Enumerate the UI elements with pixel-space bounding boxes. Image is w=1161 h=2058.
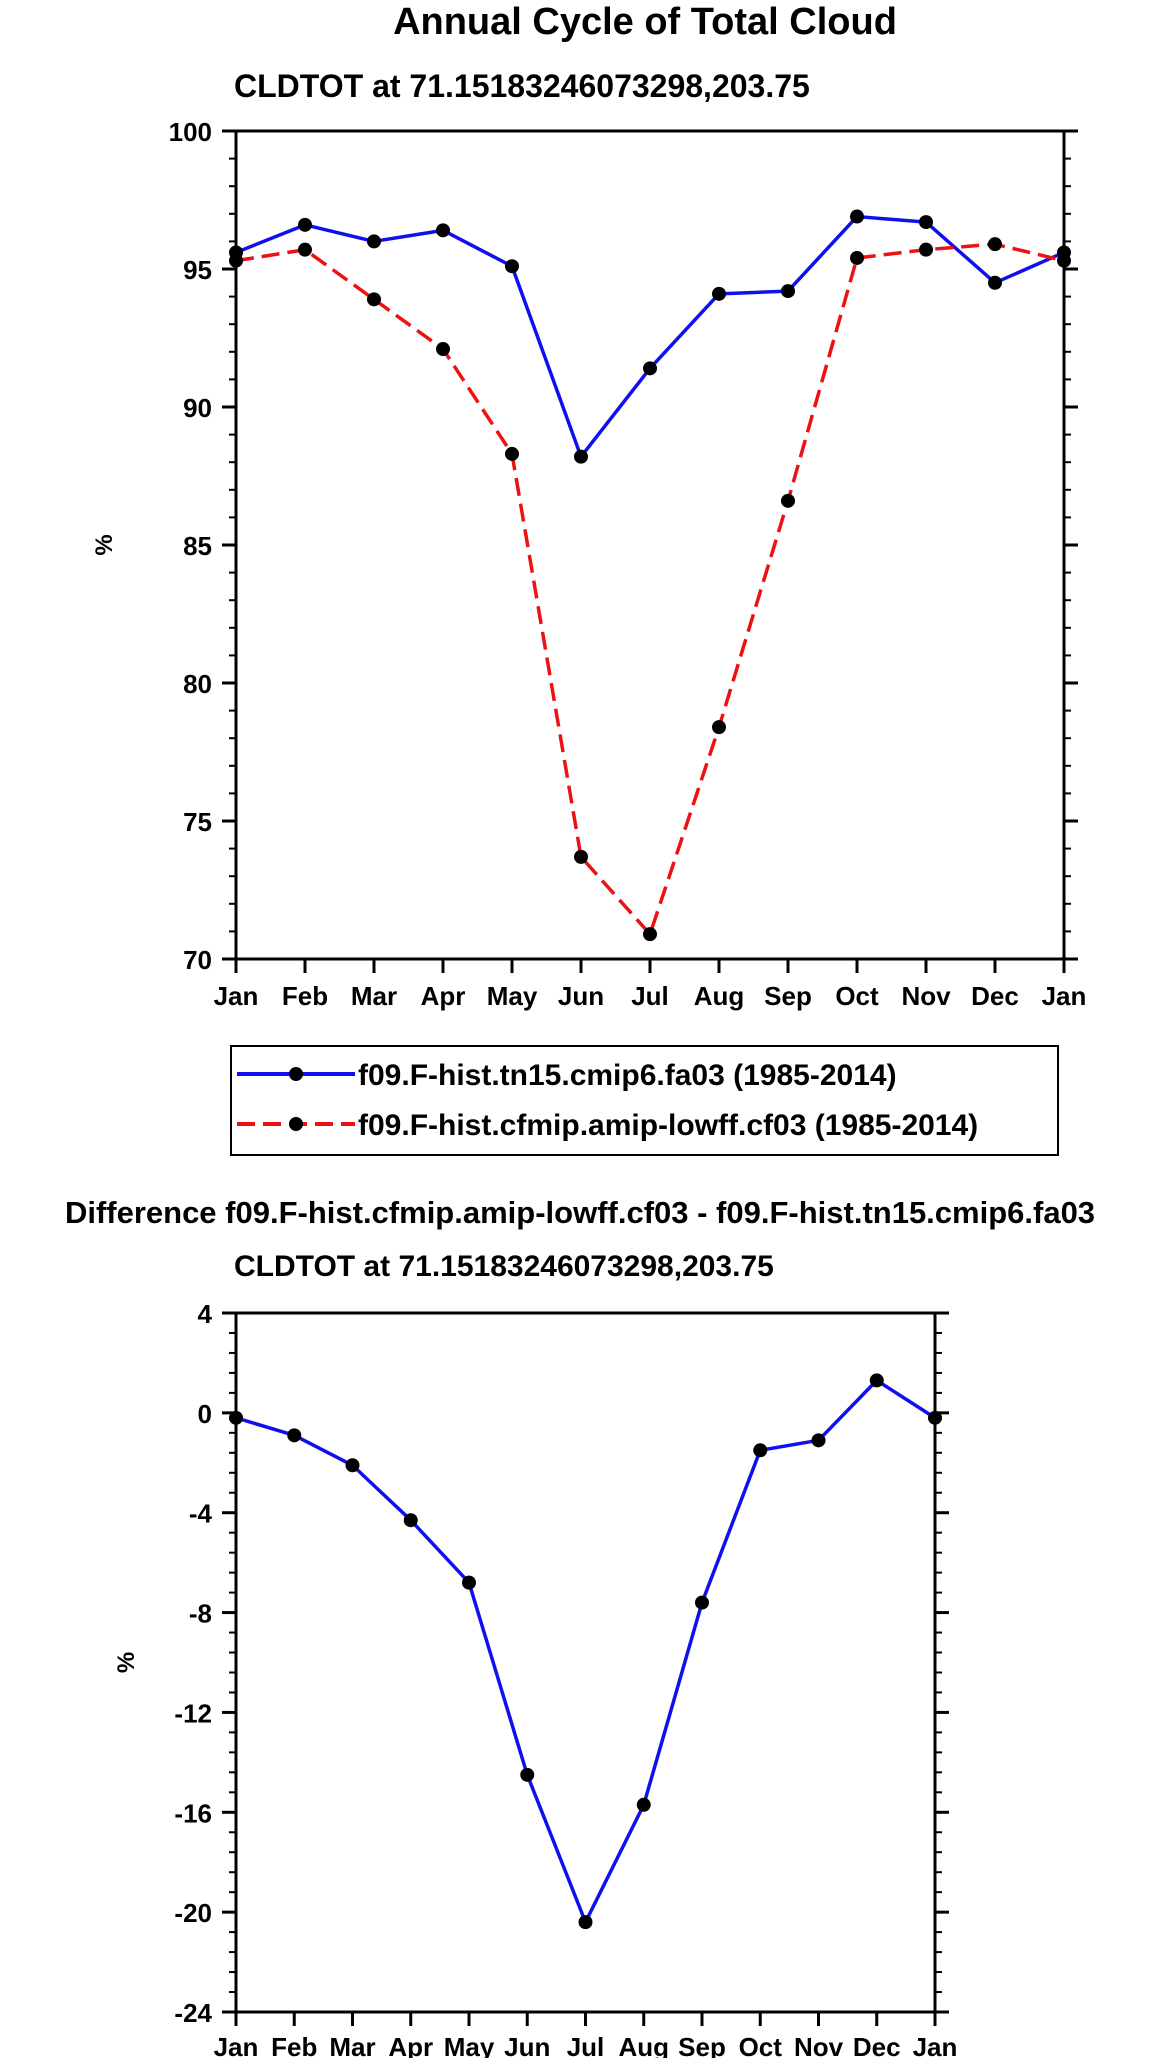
x-tick-label: Jan — [214, 981, 259, 1011]
x-tick-label: May — [487, 981, 538, 1011]
y-tick-label: 0 — [198, 1399, 212, 1429]
series-2-point — [436, 342, 450, 357]
x-tick-label: Apr — [388, 2032, 433, 2058]
series-1-line — [235, 214, 1065, 459]
x-tick-label: Nov — [901, 981, 951, 1011]
x-tick-label: Oct — [739, 2032, 783, 2058]
series-2-point — [643, 927, 657, 942]
x-tick-label: Dec — [853, 2032, 901, 2058]
series-1-point — [287, 1428, 302, 1443]
x-tick-label: Dec — [971, 981, 1019, 1011]
series-2-point — [574, 849, 588, 864]
x-tick-label: Jan — [214, 2032, 259, 2058]
series-2-point — [850, 250, 864, 265]
series-2-point — [919, 242, 933, 257]
series-1-point — [695, 1595, 709, 1610]
y-tick-label: 75 — [183, 807, 212, 837]
x-tick-label: Jun — [558, 981, 604, 1011]
y-axis-label: % — [113, 1652, 140, 1673]
y-tick-label: -16 — [174, 1798, 212, 1828]
x-tick-label: Aug — [618, 2032, 669, 2058]
series-1-point — [505, 259, 519, 274]
x-tick-label: May — [444, 2032, 495, 2058]
y-tick-label: 70 — [183, 945, 212, 975]
x-tick-label: Oct — [835, 981, 879, 1011]
y-tick-label: 100 — [169, 117, 212, 147]
y-tick-label: 80 — [183, 669, 212, 699]
legend-label-series-1: f09.F-hist.tn15.cmip6.fa03 (1985-2014) — [358, 1059, 897, 1092]
legend-label-series-2: f09.F-hist.cfmip.amip-lowff.cf03 (1985-2… — [358, 1109, 978, 1142]
series-1-point — [345, 1458, 360, 1473]
x-tick-label: Mar — [329, 2032, 375, 2058]
series-1-line — [235, 1378, 936, 1924]
series-1-point — [403, 1513, 418, 1528]
chart1-title: Annual Cycle of Total Cloud — [393, 1, 897, 43]
x-tick-label: Jul — [567, 2032, 605, 2058]
series-1-point — [574, 449, 588, 464]
series-2-point — [1057, 253, 1071, 268]
series-1-point — [578, 1915, 593, 1930]
x-tick-label: Sep — [764, 981, 812, 1011]
series-1-point — [850, 209, 864, 224]
x-tick-label: Sep — [678, 2032, 726, 2058]
series-1-point — [520, 1767, 535, 1782]
series-2-point — [229, 253, 243, 268]
y-tick-label: 90 — [183, 393, 212, 423]
legend-marker-series-2 — [289, 1117, 303, 1131]
series-1-point — [919, 215, 933, 230]
series-2-point — [367, 292, 381, 307]
chart2-subtitle: CLDTOT at 71.15183246073298,203.75 — [234, 1250, 774, 1283]
chart1-legend: f09.F-hist.tn15.cmip6.fa03 (1985-2014) f… — [230, 1045, 1059, 1156]
x-tick-label: Feb — [282, 981, 328, 1011]
series-1-point — [712, 286, 726, 301]
chart2-plot: -24 -20 -16 -12 -8 -4 0 4 Jan Feb Mar Apr May Jun Jul A… — [113, 1299, 957, 2058]
x-tick-label: Nov — [794, 2032, 844, 2058]
x-tick-label: Feb — [271, 2032, 317, 2058]
x-tick-label: Jul — [631, 981, 669, 1011]
series-1-point — [781, 284, 795, 299]
series-1-point — [436, 223, 450, 238]
series-2-point — [988, 237, 1002, 252]
series-1-point — [811, 1433, 826, 1448]
plot-frame — [234, 1311, 937, 2014]
x-tick-label: Aug — [694, 981, 745, 1011]
y-tick-label: 85 — [183, 531, 212, 561]
series-2-point — [298, 242, 312, 257]
chart1-plot: 70 75 80 85 90 95 100 Jan Feb Mar Apr May Jun Jul Aug S… — [91, 117, 1086, 1011]
chart2-title: Difference f09.F-hist.cfmip.amip-lowff.c… — [65, 1195, 1095, 1230]
series-2-point — [781, 493, 795, 508]
series-1-point — [636, 1797, 651, 1812]
y-tick-label: -24 — [174, 1998, 212, 2028]
series-1-point — [229, 1410, 243, 1425]
x-tick-label: Jan — [1042, 981, 1087, 1011]
x-tick-label: Apr — [421, 981, 466, 1011]
y-tick-label: -20 — [174, 1898, 212, 1928]
y-tick-label: 4 — [198, 1299, 213, 1329]
y-axis-label: % — [91, 534, 118, 555]
y-tick-label: -4 — [189, 1499, 213, 1529]
legend-frame — [230, 1045, 1059, 1156]
series-1-point — [928, 1410, 942, 1425]
plot-frame — [234, 129, 1066, 961]
x-tick-label: Jun — [504, 2032, 550, 2058]
series-1-point — [869, 1373, 884, 1388]
legend-marker-series-1 — [289, 1067, 303, 1081]
y-tick-label: 95 — [183, 255, 212, 285]
x-tick-label: Mar — [351, 981, 397, 1011]
y-tick-label: -8 — [189, 1599, 212, 1629]
series-1-point — [298, 217, 312, 232]
series-2-point — [712, 720, 726, 735]
series-2-point — [505, 446, 519, 461]
series-1-point — [462, 1575, 476, 1590]
y-tick-label: -12 — [174, 1698, 212, 1728]
series-1-point — [988, 275, 1002, 290]
series-2-line — [235, 242, 1065, 936]
chart1-subtitle: CLDTOT at 71.15183246073298,203.75 — [234, 68, 810, 104]
series-1-point — [753, 1443, 768, 1458]
series-1-point — [643, 361, 657, 376]
x-tick-label: Jan — [913, 2032, 958, 2058]
series-1-point — [367, 234, 381, 249]
